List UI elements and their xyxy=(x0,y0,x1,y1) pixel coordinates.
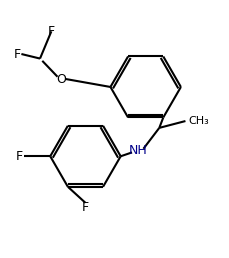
Text: F: F xyxy=(14,47,21,61)
Text: O: O xyxy=(56,72,66,85)
Text: F: F xyxy=(16,150,23,163)
Text: CH₃: CH₃ xyxy=(188,116,209,126)
Text: F: F xyxy=(48,25,55,38)
Text: F: F xyxy=(82,201,89,214)
Text: NH: NH xyxy=(128,144,147,157)
